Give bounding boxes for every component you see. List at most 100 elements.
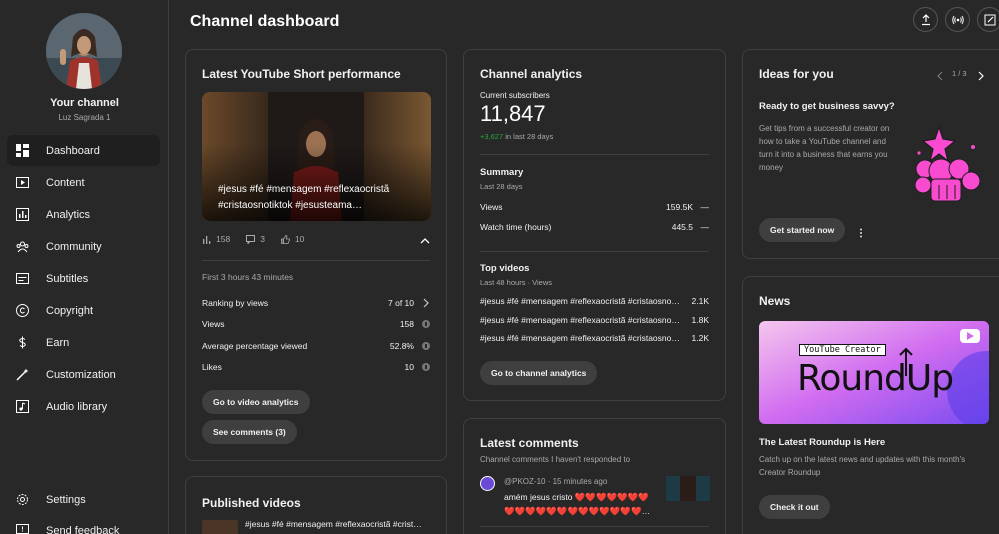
sidebar-item-content[interactable]: Content <box>7 167 160 198</box>
news-card: News YouTube Creator RoundUp The Latest … <box>742 276 999 534</box>
content-icon <box>16 176 29 189</box>
news-banner[interactable]: YouTube Creator RoundUp <box>759 321 989 424</box>
more-options-icon[interactable] <box>858 225 864 243</box>
row-value: 445.5 <box>671 222 693 232</box>
comment-video-thumbnail[interactable] <box>666 476 710 501</box>
row-value: 52.8% <box>389 341 414 351</box>
info-icon[interactable] <box>422 363 430 371</box>
row-value: 10 <box>404 362 414 372</box>
chevron-right-icon <box>422 298 430 310</box>
sidebar-item-label: Subtitles <box>46 272 89 285</box>
earn-icon <box>16 336 29 349</box>
video-thumbnail[interactable] <box>202 520 238 534</box>
your-channel-label: Your channel <box>50 97 119 109</box>
summary-row-watch-time: Watch time (hours) 445.5 — <box>480 222 709 234</box>
see-comments-button[interactable]: See comments (3) <box>202 420 297 444</box>
sidebar-item-send-feedback[interactable]: Send feedback <box>7 515 160 534</box>
published-video-title[interactable]: #jesus #fé #mensagem #reflexaocristã #cr… <box>245 519 422 529</box>
top-video-row[interactable]: #jesus #fé #mensagem #reflexaocristã #cr… <box>480 333 709 345</box>
top-videos-title: Top videos <box>480 263 530 274</box>
latest-comments-card: Latest comments Channel comments I haven… <box>463 418 726 534</box>
row-label: #jesus #fé #mensagem #reflexaocristã #cr… <box>480 333 680 343</box>
short-likes: 10 <box>294 234 305 244</box>
divider <box>480 526 709 527</box>
short-row-avg-viewed: Average percentage viewed 52.8% <box>202 341 430 353</box>
ideas-body: Get tips from a successful creator on ho… <box>759 124 890 172</box>
chevron-left-icon[interactable] <box>936 68 944 86</box>
published-title: Published videos <box>202 496 301 510</box>
comment-author[interactable]: @PKOZ-10 · 15 minutes ago <box>504 477 608 486</box>
news-body: Catch up on the latest news and updates … <box>759 455 966 477</box>
short-comments: 3 <box>260 234 265 244</box>
comment-text-line1: amém jesus cristo ❤️❤️❤️❤️❤️❤️❤️ <box>504 492 649 502</box>
sidebar-item-copyright[interactable]: Copyright <box>7 295 160 326</box>
sidebar-item-dashboard[interactable]: Dashboard <box>7 135 160 166</box>
chevron-right-icon[interactable] <box>977 68 985 86</box>
sidebar-item-label: Community <box>46 240 102 253</box>
short-caption-line2: #cristaosnotiktok #jesusteama… <box>218 200 362 211</box>
views-icon <box>203 235 211 244</box>
short-thumbnail[interactable]: #jesus #fé #mensagem #reflexaocristã #cr… <box>202 92 431 221</box>
info-icon[interactable] <box>422 320 430 328</box>
info-icon[interactable] <box>422 342 430 350</box>
commenter-avatar[interactable] <box>480 476 495 491</box>
short-performance-card: Latest YouTube Short performance #jesus … <box>185 49 447 461</box>
ideas-pager: 1 / 3 <box>952 69 967 78</box>
collapse-chevron-icon[interactable] <box>420 233 430 251</box>
sidebar-item-label: Copyright <box>46 304 94 317</box>
sidebar-item-community[interactable]: Community <box>7 231 160 262</box>
sidebar-item-label: Content <box>46 176 85 189</box>
sidebar-item-audio-library[interactable]: Audio library <box>7 391 160 422</box>
audio-library-icon <box>16 400 29 413</box>
like-icon <box>281 234 290 244</box>
ideas-heading: Ready to get business savvy? <box>759 101 895 112</box>
comment-text-line2: ❤️❤️❤️❤️❤️❤️❤️❤️❤️❤️❤️❤️❤️… <box>504 506 651 516</box>
top-videos-period: Last 48 hours · Views <box>480 278 552 287</box>
short-row-ranking[interactable]: Ranking by views 7 of 10 <box>202 298 430 310</box>
subscribers-change-period: in last 28 days <box>505 132 554 141</box>
ideas-title: Ideas for you <box>759 67 834 81</box>
edit-icon <box>984 14 995 25</box>
dashboard-icon <box>16 144 29 157</box>
create-post-button[interactable] <box>977 7 999 32</box>
channel-analytics-card: Channel analytics Current subscribers 11… <box>463 49 726 401</box>
sidebar-item-label: Send feedback <box>46 524 120 534</box>
customization-icon <box>16 368 29 381</box>
subscribers-change: +3,627 in last 28 days <box>480 132 553 141</box>
copyright-icon <box>16 304 29 317</box>
upload-icon <box>921 13 930 25</box>
upload-button[interactable] <box>913 7 938 32</box>
banner-tag: YouTube Creator <box>799 344 886 356</box>
comments-subtitle: Channel comments I haven't responded to <box>480 455 631 464</box>
published-videos-card: Published videos #jesus #fé #mensagem #r… <box>185 476 447 534</box>
get-started-button[interactable]: Get started now <box>759 218 846 242</box>
news-heading: The Latest Roundup is Here <box>759 437 886 448</box>
go-to-channel-analytics-button[interactable]: Go to channel analytics <box>480 361 598 385</box>
row-label: Likes <box>202 362 222 372</box>
sidebar-item-label: Settings <box>46 493 86 506</box>
row-label: #jesus #fé #mensagem #reflexaocristã #cr… <box>480 315 680 325</box>
divider <box>480 251 709 252</box>
ideas-card: Ideas for you 1 / 3 Ready to get busines… <box>742 49 999 259</box>
check-it-out-button[interactable]: Check it out <box>759 495 830 519</box>
top-video-row[interactable]: #jesus #fé #mensagem #reflexaocristã #cr… <box>480 315 709 327</box>
short-first-time: First 3 hours 43 minutes <box>202 272 294 282</box>
live-icon <box>951 15 964 24</box>
business-illustration-icon <box>913 125 987 208</box>
row-trend: — <box>700 202 710 212</box>
sidebar-item-earn[interactable]: Earn <box>7 327 160 358</box>
row-label: Average percentage viewed <box>202 341 308 351</box>
top-video-row[interactable]: #jesus #fé #mensagem #reflexaocristã #cr… <box>480 296 709 308</box>
subscribers-value: 11,847 <box>480 101 546 126</box>
sidebar-item-settings[interactable]: Settings <box>7 484 160 515</box>
go-to-video-analytics-button[interactable]: Go to video analytics <box>202 390 310 414</box>
short-card-title: Latest YouTube Short performance <box>202 67 401 81</box>
sidebar-item-analytics[interactable]: Analytics <box>7 199 160 230</box>
row-label: Watch time (hours) <box>480 222 552 232</box>
go-live-button[interactable] <box>945 7 970 32</box>
sidebar-item-label: Analytics <box>46 208 91 221</box>
channel-avatar[interactable] <box>46 13 122 89</box>
sidebar-item-customization[interactable]: Customization <box>7 359 160 390</box>
sidebar-item-label: Customization <box>46 368 116 381</box>
sidebar-item-subtitles[interactable]: Subtitles <box>7 263 160 294</box>
